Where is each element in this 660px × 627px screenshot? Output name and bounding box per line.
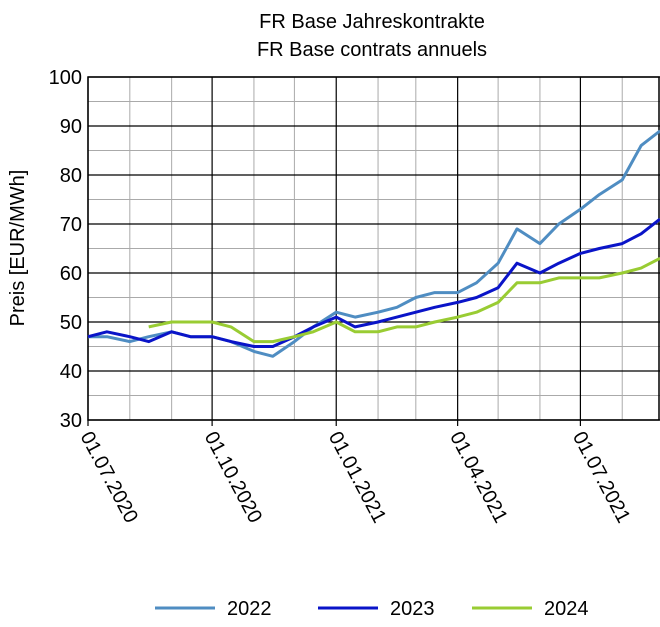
chart-subtitle: FR Base contrats annuels — [257, 39, 487, 61]
y-tick-label: 80 — [60, 165, 82, 187]
y-tick-label: 30 — [60, 410, 82, 432]
x-tick-label: 01.07.2020 — [76, 428, 142, 527]
x-tick-label: 01.01.2021 — [324, 428, 390, 527]
y-tick-label: 70 — [60, 214, 82, 236]
y-tick-label: 100 — [49, 67, 82, 89]
chart-title: FR Base Jahreskontrakte — [259, 11, 485, 33]
y-tick-label: 40 — [60, 361, 82, 383]
y-tick-label: 60 — [60, 263, 82, 285]
legend-label: 2023 — [390, 598, 435, 620]
x-tick-label: 01.07.2021 — [568, 428, 634, 527]
y-tick-label: 90 — [60, 116, 82, 138]
series-line — [87, 217, 660, 348]
legend-label: 2024 — [544, 598, 589, 620]
y-axis-label: Preis [EUR/MWh] — [7, 170, 29, 327]
legend-label: 2022 — [227, 598, 272, 620]
y-tick-label: 50 — [60, 312, 82, 334]
x-tick-label: 01.04.2021 — [445, 428, 511, 527]
x-tick-label: 01.10.2020 — [200, 428, 266, 527]
series-line — [148, 256, 660, 344]
plot-frame — [87, 76, 660, 421]
